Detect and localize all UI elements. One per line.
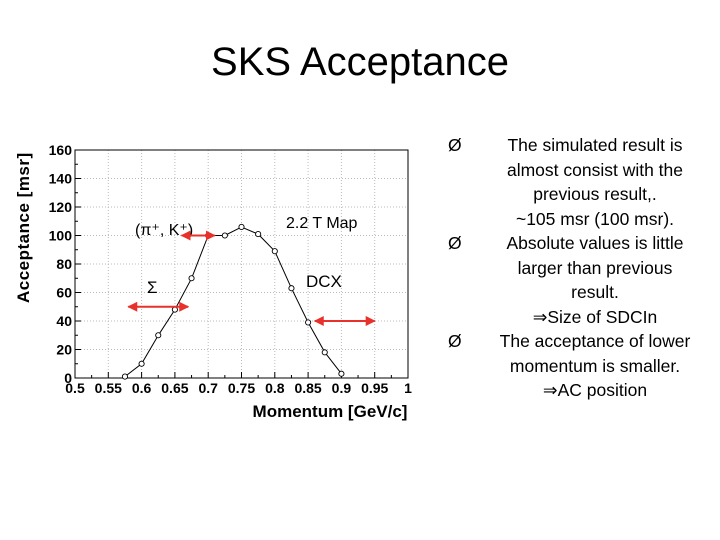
- y-tick-label: 0: [64, 370, 72, 386]
- annotations: (π⁺, K⁺) Σ 2.2 T Map DCX: [127, 215, 376, 326]
- data-point: [138, 360, 145, 367]
- y-tick-label: 40: [56, 313, 72, 329]
- x-tick-label: 0.5: [65, 380, 85, 396]
- y-tick-label: 80: [56, 256, 72, 272]
- data-point: [271, 248, 278, 255]
- data-point: [288, 285, 295, 292]
- bullet-line: Absolute values is little: [506, 233, 684, 253]
- grid: [74, 149, 409, 379]
- bullet-arrow-icon: Ø: [448, 331, 462, 351]
- bullet-item: Ø The simulated result is almost consist w…: [448, 133, 716, 231]
- data-point: [238, 223, 245, 230]
- x-ticks: 0.5 0.55 0.6 0.65 0.7 0.75 0.8 0.85 0.9 0.95 1: [65, 372, 412, 396]
- bullet-line: ⇒AC position: [542, 380, 648, 400]
- data-point: [321, 349, 328, 356]
- bullet-item: Ø Absolute values is little larger than pr…: [448, 231, 716, 329]
- x-tick-label: 0.55: [95, 380, 122, 396]
- annotation-label: DCX: [306, 272, 342, 291]
- annotation-label: Σ: [147, 278, 158, 297]
- bullet-arrow-icon: Ø: [448, 135, 462, 155]
- series-line: [124, 226, 342, 377]
- data-point: [188, 275, 195, 282]
- slide-title: SKS Acceptance: [211, 40, 509, 84]
- y-tick-label: 60: [56, 285, 72, 301]
- y-tick-label: 140: [49, 171, 73, 187]
- x-tick-label: 0.8: [265, 380, 285, 396]
- x-tick-label: 0.7: [198, 380, 218, 396]
- x-tick-label: 0.6: [132, 380, 152, 396]
- bullet-list: Ø The simulated result is almost consist w…: [448, 133, 716, 403]
- bullet-line: result.: [571, 282, 619, 302]
- x-tick-label: 1: [404, 380, 412, 396]
- x-tick-label: 0.65: [161, 380, 188, 396]
- bullet-line: ⇒Size of SDCIn: [532, 306, 658, 327]
- y-tick-label: 20: [56, 342, 72, 358]
- data-point: [305, 319, 312, 326]
- acceptance-chart: 0.5 0.55 0.6 0.65 0.7 0.75 0.8 0.85 0.9 0.95 1 0 20…: [49, 142, 412, 421]
- bullet-line: The simulated result is: [507, 135, 683, 155]
- data-point: [155, 332, 162, 339]
- bullet-line: previous result,.: [533, 184, 657, 204]
- data-points: [121, 223, 345, 380]
- data-point: [221, 232, 228, 239]
- y-tick-label: 160: [49, 142, 73, 158]
- bullet-line: momentum is smaller.: [509, 355, 681, 376]
- y-tick-label: 100: [49, 228, 73, 244]
- data-point: [255, 231, 262, 238]
- bullet-line: almost consist with the: [506, 159, 684, 180]
- x-tick-label: 0.95: [361, 380, 388, 396]
- annotation-label: (π⁺, K⁺): [135, 222, 193, 239]
- data-point: [171, 306, 178, 313]
- data-point: [338, 370, 345, 377]
- x-tick-label: 0.75: [228, 380, 255, 396]
- x-axis-label: Momentum [GeV/c]: [253, 402, 408, 421]
- bullet-item: Ø The acceptance of lower momentum is smal…: [448, 329, 716, 403]
- bullet-line: larger than previous: [517, 257, 673, 278]
- bullet-arrow-icon: Ø: [448, 233, 462, 253]
- x-tick-label: 0.9: [332, 380, 352, 396]
- y-ticks: 0 20 40 60 80 100 120 140 160: [49, 142, 81, 386]
- annotation-label: 2.2 T Map: [286, 215, 358, 232]
- x-tick-label: 0.85: [294, 380, 321, 396]
- y-tick-label: 120: [49, 199, 73, 215]
- data-point: [121, 373, 128, 380]
- bullet-line: The acceptance of lower: [499, 331, 691, 351]
- bullet-line: ~105 msr (100 msr).: [515, 208, 675, 229]
